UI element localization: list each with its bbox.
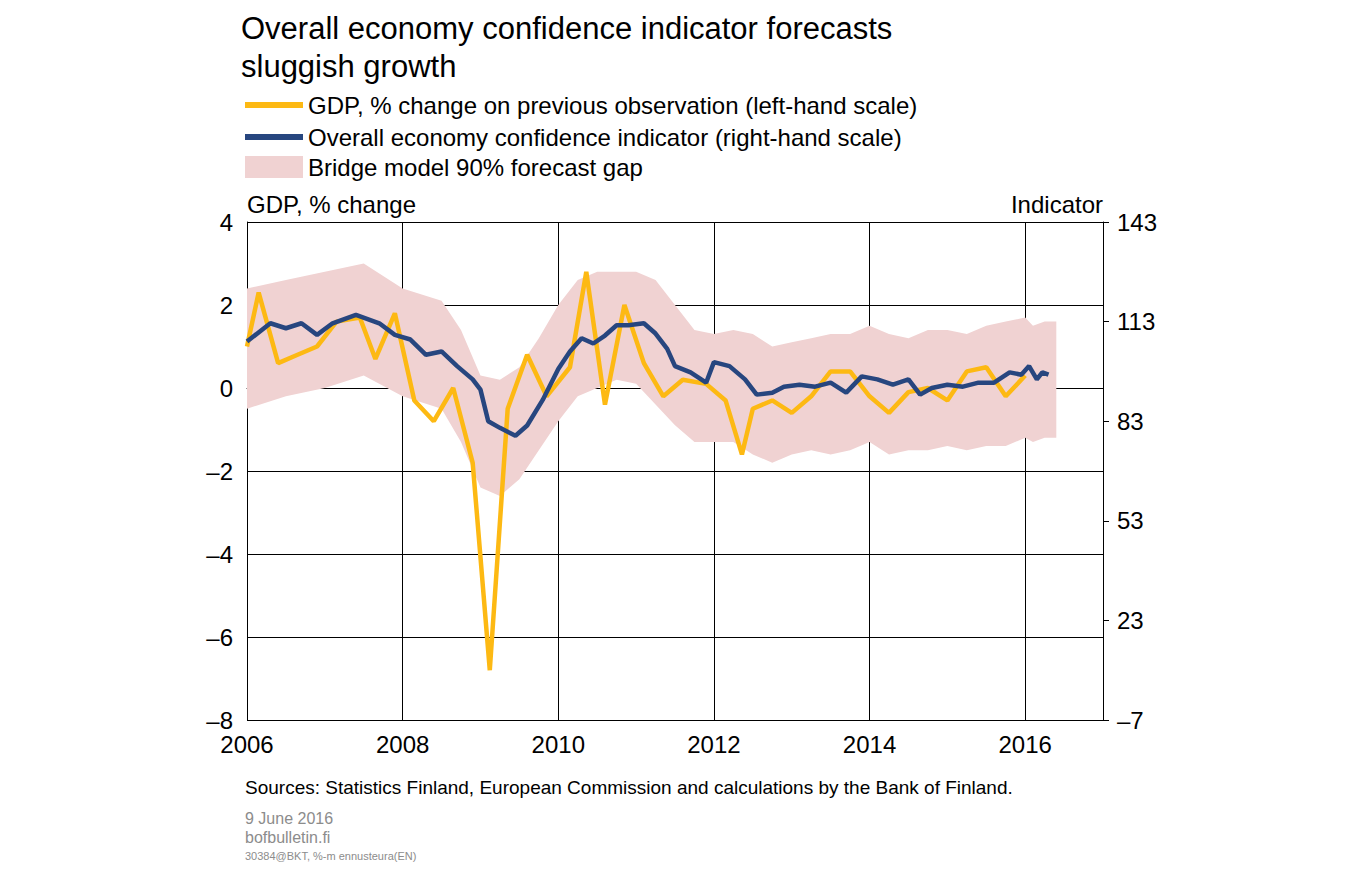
svg-text:Sources: Statistics Finland, E: Sources: Statistics Finland, European Co… (245, 777, 1013, 798)
svg-text:2014: 2014 (843, 731, 896, 758)
svg-text:sluggish growth: sluggish growth (241, 49, 456, 84)
svg-text:Indicator: Indicator (1011, 191, 1103, 218)
svg-text:Overall economy confidence ind: Overall economy confidence indicator (ri… (308, 124, 902, 151)
svg-text:83: 83 (1117, 408, 1144, 435)
svg-text:GDP, % change on previous obse: GDP, % change on previous observation (l… (308, 92, 917, 119)
svg-text:–4: –4 (206, 541, 233, 568)
svg-text:2: 2 (220, 292, 233, 319)
svg-text:–7: –7 (1117, 707, 1144, 734)
svg-text:2016: 2016 (998, 731, 1051, 758)
svg-text:2008: 2008 (376, 731, 429, 758)
svg-text:23: 23 (1117, 607, 1144, 634)
svg-text:–8: –8 (206, 707, 233, 734)
svg-text:2006: 2006 (220, 731, 273, 758)
svg-text:bofbulletin.fi: bofbulletin.fi (245, 829, 330, 846)
svg-text:0: 0 (220, 375, 233, 402)
svg-text:143: 143 (1117, 209, 1157, 236)
svg-text:–6: –6 (206, 624, 233, 651)
svg-text:113: 113 (1117, 308, 1155, 335)
svg-text:2010: 2010 (532, 731, 585, 758)
svg-text:Overall economy confidence ind: Overall economy confidence indicator for… (241, 11, 892, 46)
svg-text:9 June 2016: 9 June 2016 (245, 810, 333, 827)
svg-text:–2: –2 (206, 458, 233, 485)
svg-text:53: 53 (1117, 507, 1144, 534)
svg-text:GDP, % change: GDP, % change (247, 191, 416, 218)
svg-text:4: 4 (220, 209, 233, 236)
svg-text:Bridge model 90% forecast gap: Bridge model 90% forecast gap (308, 154, 643, 181)
svg-text:30384@BKT, %-m ennusteura(EN): 30384@BKT, %-m ennusteura(EN) (245, 850, 416, 862)
svg-text:2012: 2012 (687, 731, 740, 758)
